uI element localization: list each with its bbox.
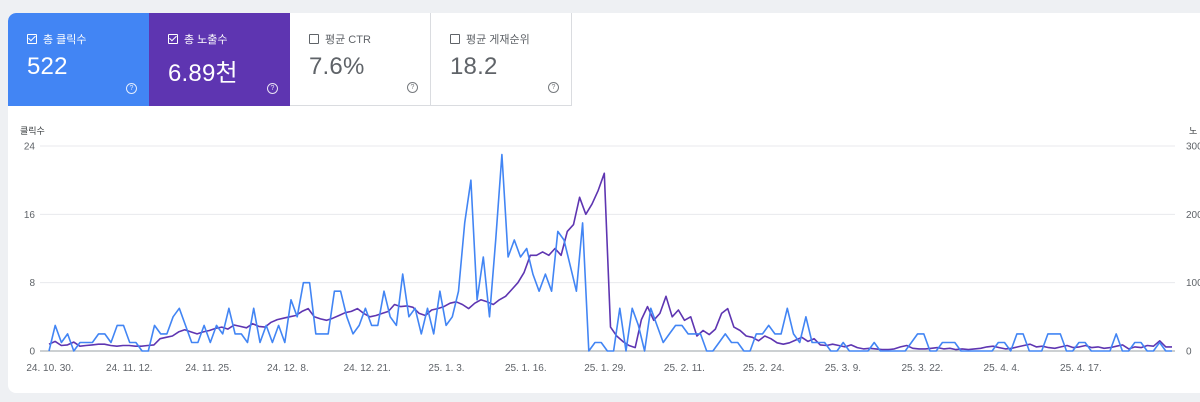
tile-total-clicks[interactable]: 총 클릭수 522 ? — [8, 13, 149, 106]
x-tick-label: 25. 3. 22. — [901, 363, 943, 374]
help-icon[interactable]: ? — [267, 83, 278, 94]
checkbox-unchecked-icon[interactable] — [450, 34, 460, 44]
right-tick-label: 300 — [1186, 142, 1200, 153]
performance-card: 총 클릭수 522 ? 총 노출수 6.89천 ? 평균 CTR 7.6% ? … — [8, 13, 1200, 393]
tile-value: 522 — [27, 53, 68, 80]
x-tick-label: 25. 1. 3. — [428, 363, 464, 374]
right-tick-label: 200 — [1186, 210, 1200, 221]
x-tick-label: 24. 12. 8. — [267, 363, 309, 374]
metric-tiles: 총 클릭수 522 ? 총 노출수 6.89천 ? 평균 CTR 7.6% ? … — [8, 13, 572, 106]
tile-value: 6.89천 — [168, 60, 238, 87]
tile-header: 평균 CTR — [309, 31, 371, 47]
right-tick-label: 0 — [1186, 347, 1192, 358]
help-icon[interactable]: ? — [126, 83, 137, 94]
x-tick-label: 25. 2. 24. — [743, 363, 785, 374]
tile-label: 평균 게재순위 — [466, 34, 530, 46]
performance-chart: 0 8 16 24 0 100 200 300 클릭수 노 24. 10. 30. 24. 11. 1… — [20, 125, 1200, 374]
tile-header: 총 클릭수 — [27, 31, 87, 47]
tile-header: 총 노출수 — [168, 31, 228, 47]
tile-label: 총 노출수 — [184, 34, 228, 46]
help-icon[interactable]: ? — [548, 82, 559, 93]
help-icon[interactable]: ? — [407, 82, 418, 93]
checkbox-checked-icon[interactable] — [168, 34, 178, 44]
x-tick-label: 25. 4. 4. — [984, 363, 1020, 374]
left-tick-label: 16 — [24, 210, 36, 221]
tile-header: 평균 게재순위 — [450, 31, 530, 47]
tile-average-ctr[interactable]: 평균 CTR 7.6% ? — [290, 13, 431, 106]
x-tick-label: 25. 1. 16. — [505, 363, 547, 374]
series-line-impressions — [48, 172, 1172, 351]
x-tick-label: 25. 4. 17. — [1060, 363, 1102, 374]
x-tick-label: 24. 10. 30. — [26, 363, 73, 374]
left-tick-label: 24 — [24, 142, 36, 153]
left-axis-title: 클릭수 — [20, 125, 45, 136]
left-tick-label: 8 — [29, 278, 35, 289]
checkbox-unchecked-icon[interactable] — [309, 34, 319, 44]
checkbox-checked-icon[interactable] — [27, 34, 37, 44]
tile-label: 총 클릭수 — [43, 34, 87, 46]
tile-average-position[interactable]: 평균 게재순위 18.2 ? — [431, 13, 572, 106]
right-tick-label: 100 — [1186, 278, 1200, 289]
tile-value: 7.6% — [309, 53, 365, 80]
tile-value: 18.2 — [450, 53, 498, 80]
x-tick-label: 25. 3. 9. — [825, 363, 861, 374]
x-tick-label: 24. 12. 21. — [344, 363, 391, 374]
series-line-clicks — [48, 153, 1172, 352]
x-tick-label: 24. 11. 12. — [106, 363, 153, 374]
x-tick-label: 25. 2. 11. — [664, 363, 705, 374]
tile-total-impressions[interactable]: 총 노출수 6.89천 ? — [149, 13, 290, 106]
x-tick-label: 24. 11. 25. — [185, 363, 232, 374]
left-tick-label: 0 — [29, 347, 35, 358]
tile-label: 평균 CTR — [325, 34, 371, 46]
x-tick-label: 25. 1. 29. — [584, 363, 626, 374]
right-axis-title: 노 — [1189, 126, 1197, 136]
